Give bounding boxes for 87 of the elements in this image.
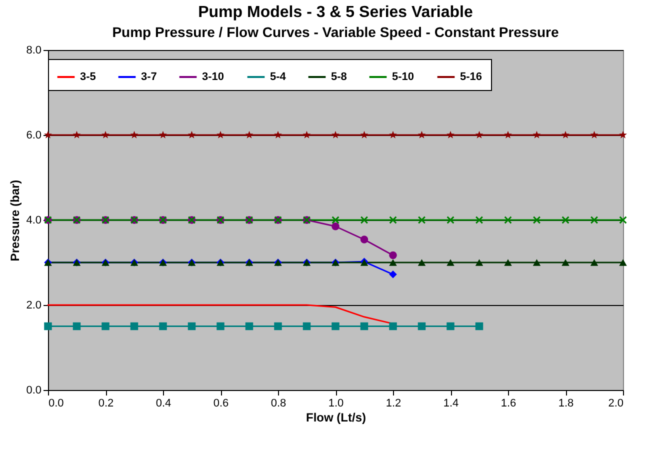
point xyxy=(532,216,541,224)
point xyxy=(504,130,512,138)
point xyxy=(274,322,282,330)
y-tick-label: 2.0 xyxy=(26,300,42,312)
legend-label: 3-10 xyxy=(202,71,224,83)
point xyxy=(44,322,52,330)
point xyxy=(245,130,254,138)
legend-label: 5-16 xyxy=(460,71,482,83)
point xyxy=(360,216,368,224)
point xyxy=(418,259,426,266)
x-tick-label: 1.0 xyxy=(328,398,344,410)
point xyxy=(389,322,397,330)
legend-label: 5-8 xyxy=(331,71,347,83)
point xyxy=(332,216,340,224)
x-axis-title: Flow (Lt/s) xyxy=(306,410,366,424)
legend-label: 3-5 xyxy=(80,71,96,83)
x-tick-label: 2.0 xyxy=(608,398,624,410)
chart-subtitle: Pump Pressure / Flow Curves - Variable Speed - Constant Pressure xyxy=(112,24,560,40)
point xyxy=(389,130,397,138)
x-tick-label: 1.2 xyxy=(386,398,402,410)
point xyxy=(332,322,340,330)
point xyxy=(418,216,426,224)
point xyxy=(475,216,484,224)
point xyxy=(188,130,196,138)
y-tick-label: 8.0 xyxy=(26,44,42,56)
point xyxy=(590,259,598,266)
point xyxy=(532,130,541,138)
point xyxy=(389,270,397,278)
point xyxy=(360,322,368,330)
point xyxy=(332,130,340,138)
x-tick-label: 1.8 xyxy=(558,398,574,410)
point xyxy=(302,130,311,138)
chart-title: Pump Models - 3 & 5 Series Variable xyxy=(198,4,473,21)
point xyxy=(360,130,368,138)
point xyxy=(619,216,627,224)
point xyxy=(446,216,454,224)
point xyxy=(475,130,484,138)
point xyxy=(619,130,627,138)
point xyxy=(332,222,340,230)
point xyxy=(216,130,224,138)
point xyxy=(619,259,627,266)
point xyxy=(504,259,512,266)
point xyxy=(102,322,110,330)
legend-label: 3-7 xyxy=(141,71,157,83)
point xyxy=(446,322,454,330)
point xyxy=(302,322,311,330)
point xyxy=(360,236,368,244)
point xyxy=(590,216,598,224)
y-tick-label: 6.0 xyxy=(26,130,42,142)
y-tick-label: 4.0 xyxy=(26,214,42,226)
point xyxy=(72,130,81,138)
legend-label: 5-10 xyxy=(392,71,414,83)
y-axis-title: Pressure (bar) xyxy=(8,180,22,262)
point xyxy=(389,259,397,266)
point xyxy=(562,216,570,224)
x-tick-label: 0.2 xyxy=(98,398,114,410)
point xyxy=(475,259,484,266)
point xyxy=(446,130,454,138)
x-tick-label: 1.4 xyxy=(443,398,459,410)
x-tick-label: 0.4 xyxy=(156,398,172,410)
point xyxy=(562,259,570,266)
point xyxy=(389,251,397,260)
x-tick-label: 0.6 xyxy=(213,398,229,410)
point xyxy=(216,322,224,330)
point xyxy=(475,322,484,330)
point xyxy=(446,259,454,266)
legend-label: 5-4 xyxy=(270,71,287,83)
point xyxy=(532,259,541,266)
y-tick-label: 0.0 xyxy=(26,384,42,396)
point xyxy=(590,130,598,138)
point xyxy=(504,216,512,224)
x-tick-label: 1.6 xyxy=(500,398,516,410)
point xyxy=(102,130,110,138)
x-tick-label: 0.8 xyxy=(270,398,286,410)
point xyxy=(130,130,138,138)
point xyxy=(188,322,196,330)
point xyxy=(418,130,426,138)
point xyxy=(389,216,397,224)
point xyxy=(562,130,570,138)
point xyxy=(245,322,254,330)
point xyxy=(72,322,81,330)
point xyxy=(159,322,167,330)
x-tick-label: 0.0 xyxy=(48,398,64,410)
point xyxy=(130,322,138,330)
point xyxy=(418,322,426,330)
point xyxy=(159,130,167,138)
point xyxy=(274,130,282,138)
